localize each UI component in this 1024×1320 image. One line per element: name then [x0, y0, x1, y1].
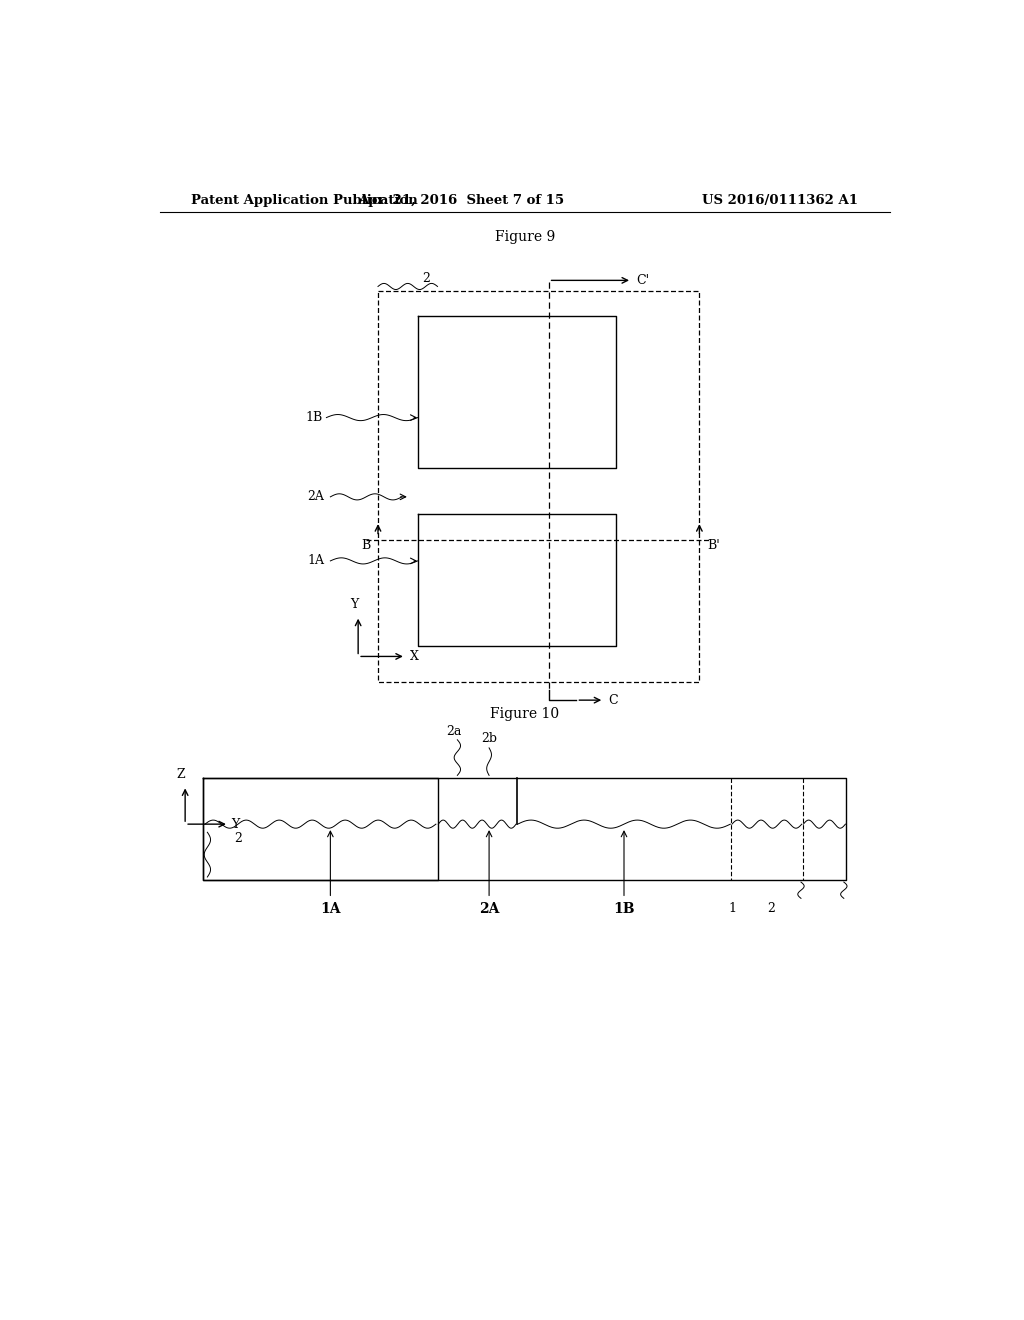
Text: Apr. 21, 2016  Sheet 7 of 15: Apr. 21, 2016 Sheet 7 of 15	[358, 194, 564, 207]
Text: C': C'	[636, 273, 649, 286]
Text: Figure 9: Figure 9	[495, 230, 555, 244]
Text: Y: Y	[350, 598, 358, 611]
Text: 1B: 1B	[305, 411, 323, 424]
Text: 1B: 1B	[613, 903, 635, 916]
Text: 1A: 1A	[307, 554, 324, 568]
Text: B: B	[360, 539, 370, 552]
Text: Y: Y	[231, 817, 240, 830]
Text: 1A: 1A	[321, 903, 341, 916]
Text: 2b: 2b	[481, 731, 497, 744]
Text: Figure 10: Figure 10	[490, 708, 559, 721]
Text: US 2016/0111362 A1: US 2016/0111362 A1	[702, 194, 858, 207]
Text: C: C	[608, 693, 617, 706]
Text: 1: 1	[729, 903, 736, 915]
Text: 2: 2	[767, 903, 775, 915]
Text: Patent Application Publication: Patent Application Publication	[191, 194, 418, 207]
Text: 2: 2	[234, 833, 243, 845]
Text: B': B'	[708, 539, 720, 552]
Text: 2: 2	[422, 272, 430, 285]
Text: X: X	[410, 649, 419, 663]
Text: Z: Z	[177, 768, 185, 781]
Text: 2A: 2A	[479, 903, 500, 916]
Text: 2a: 2a	[445, 725, 461, 738]
Text: 2A: 2A	[307, 490, 324, 503]
